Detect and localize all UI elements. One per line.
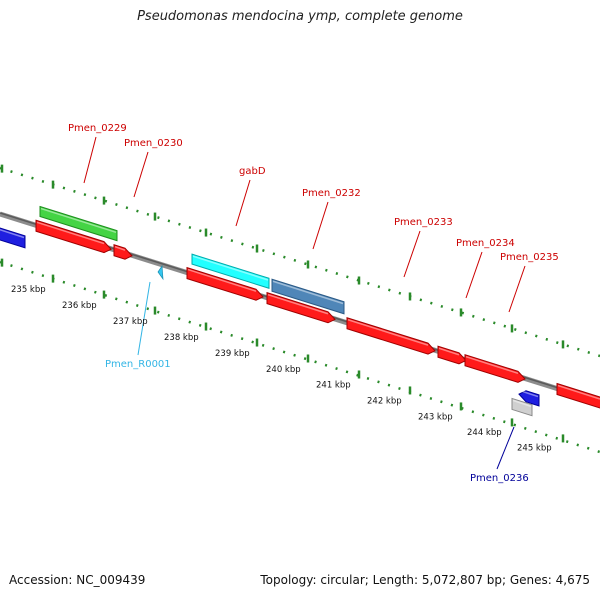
label-leader-line [83, 136, 97, 184]
feature-label[interactable]: Pmen_0230 [124, 138, 183, 149]
feature-label[interactable]: Pmen_0233 [394, 217, 453, 228]
feature-right-red[interactable] [556, 382, 600, 409]
feature-highlight [187, 268, 257, 292]
feature-label[interactable]: Pmen_0234 [456, 238, 515, 249]
feature-highlight [347, 319, 429, 346]
feature-0232-gene[interactable] [271, 278, 345, 315]
feature-left-blue[interactable] [0, 226, 26, 249]
feature-highlight [40, 207, 117, 234]
label-leader-line [235, 179, 251, 227]
map-title: Pseudomonas mendocina ymp, complete geno… [137, 9, 463, 24]
feature-highlight [519, 389, 539, 398]
feature-label[interactable]: Pmen_0235 [500, 252, 559, 263]
ruler-label: 245 kbp [517, 444, 552, 454]
feature-0234-cds[interactable] [437, 345, 467, 365]
feature-0229-cds[interactable] [35, 219, 112, 254]
feature-highlight [272, 280, 344, 305]
feature-gabD-cds[interactable] [186, 266, 264, 301]
ruler-label: 235 kbp [11, 285, 46, 295]
feature-R0001[interactable] [157, 264, 164, 281]
feature-label[interactable]: Pmen_0232 [302, 188, 361, 199]
genome-summary-text: Topology: circular; Length: 5,072,807 bp… [260, 573, 590, 587]
feature-0229-gene[interactable] [39, 205, 118, 242]
feature-label[interactable]: Pmen_0229 [68, 123, 127, 134]
feature-label[interactable]: gabD [239, 166, 266, 177]
feature-0233-cds[interactable] [346, 317, 436, 355]
label-leader-line [508, 265, 526, 313]
feature-highlight [557, 384, 600, 400]
feature-gabD-gene[interactable] [191, 253, 270, 289]
ruler-label: 236 kbp [62, 301, 97, 311]
ruler-label: 237 kbp [113, 317, 148, 327]
feature-label[interactable]: Pmen_R0001 [105, 359, 171, 370]
ruler-label: 239 kbp [215, 349, 250, 359]
label-leader-line [496, 426, 515, 470]
ruler-label: 242 kbp [367, 397, 402, 407]
feature-highlight [192, 255, 269, 281]
feature-0235-cds[interactable] [464, 354, 526, 383]
feature-highlight [36, 221, 105, 245]
accession-text: Accession: NC_009439 [9, 573, 146, 587]
feature-highlight [267, 293, 329, 315]
feature-0230-cds[interactable] [113, 244, 133, 260]
feature-highlight [114, 246, 126, 251]
label-leader-line [137, 281, 151, 356]
feature-0236-blue[interactable] [518, 390, 540, 407]
ruler-label: 244 kbp [467, 428, 502, 438]
feature-highlight [465, 355, 519, 375]
feature-0232-cds[interactable] [266, 291, 336, 324]
ruler-label: 241 kbp [316, 381, 351, 391]
label-leader-line [465, 251, 483, 299]
label-leader-line [133, 151, 149, 198]
feature-highlight [512, 399, 532, 408]
label-leader-line [403, 230, 421, 278]
ruler-label: 238 kbp [164, 333, 199, 343]
ruler-label: 243 kbp [418, 413, 453, 423]
feature-highlight [0, 228, 25, 239]
label-leader-line [312, 201, 329, 250]
feature-label[interactable]: Pmen_0236 [470, 473, 529, 484]
feature-0236-gray[interactable] [511, 397, 533, 417]
ruler-label: 240 kbp [266, 365, 301, 375]
feature-highlight [438, 347, 460, 356]
